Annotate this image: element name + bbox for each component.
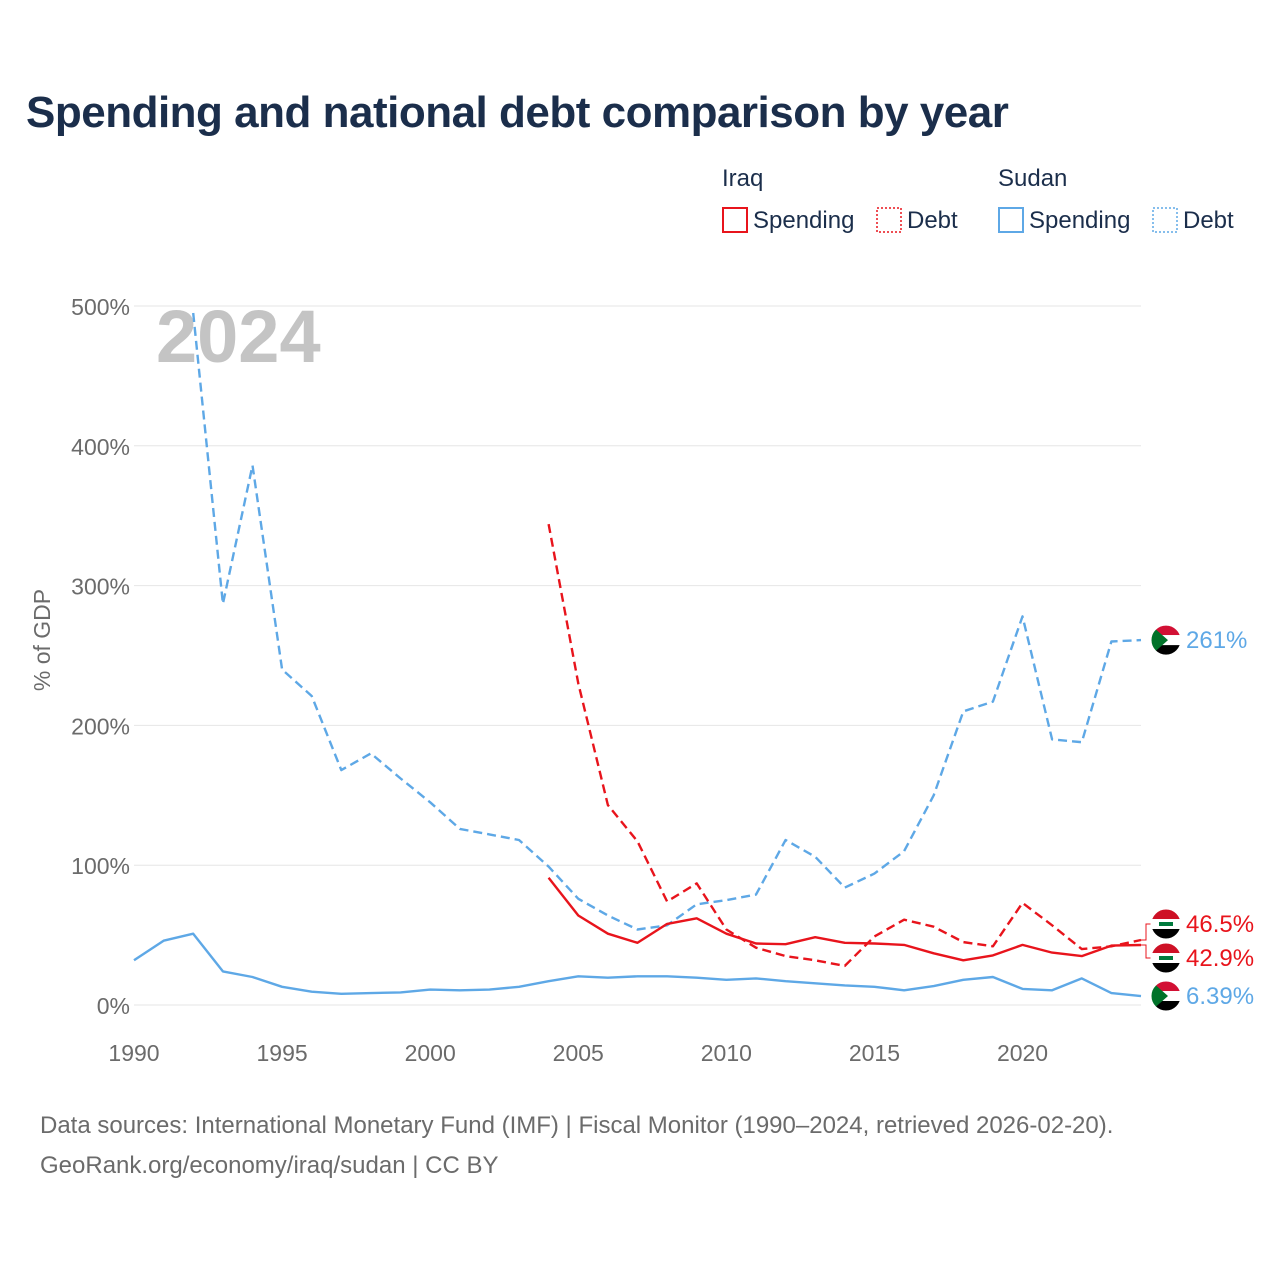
series-lines	[133, 312, 1142, 998]
legend-group-sudan: Sudan	[998, 165, 1067, 192]
chart-title: Spending and national debt comparison by…	[26, 88, 1009, 137]
x-tick-label: 2010	[701, 1040, 752, 1066]
legend-item-spending: Spending	[1029, 207, 1130, 234]
end-label-iraq: 42.9%	[1186, 945, 1254, 972]
sudan-flag-icon	[1150, 624, 1182, 656]
legend-item-debt: Debt	[907, 207, 958, 234]
end-label-sudan: 261%	[1186, 627, 1247, 654]
legend-swatch-spending	[998, 207, 1024, 233]
legend-item-spending: Spending	[753, 207, 854, 234]
y-axis: 0% 100% 200% 300% 400% 500%	[71, 294, 130, 1019]
x-axis: 1990 1995 2000 2005 2010 2015 2020	[108, 1040, 1048, 1066]
legend[interactable]: Iraq Spending Debt Sudan Spending Debt	[722, 165, 1234, 234]
y-tick-label: 300%	[71, 574, 130, 600]
sudan-flag-icon	[1150, 980, 1182, 1012]
y-tick-label: 200%	[71, 713, 130, 739]
y-axis-label: % of GDP	[29, 589, 55, 691]
footer: Data sources: International Monetary Fun…	[40, 1106, 1113, 1186]
x-tick-label: 1990	[108, 1040, 159, 1066]
y-tick-label: 400%	[71, 434, 130, 460]
x-tick-label: 2015	[849, 1040, 900, 1066]
sudan-debt-line	[192, 312, 1142, 931]
legend-group-iraq: Iraq	[722, 165, 763, 192]
iraq-debt-line	[547, 523, 1142, 968]
connector-line	[1141, 944, 1153, 959]
iraq-flag-icon	[1150, 942, 1182, 974]
y-tick-label: 0%	[97, 993, 130, 1019]
iraq-spending-line	[547, 877, 1142, 962]
end-label-iraq: 46.5%	[1186, 911, 1254, 938]
attribution-link[interactable]: GeoRank.org/economy/iraq/sudan | CC BY	[40, 1152, 499, 1179]
connector-line	[1141, 923, 1153, 941]
year-watermark: 2024	[156, 295, 321, 378]
y-tick-label: 500%	[71, 294, 130, 320]
gridlines	[134, 305, 1141, 1006]
iraq-flag-icon	[1150, 908, 1182, 940]
legend-swatch-debt	[876, 207, 902, 233]
end-label-sudan: 6.39%	[1186, 983, 1254, 1010]
sudan-spending-line	[133, 932, 1142, 998]
y-tick-label: 100%	[71, 853, 130, 879]
x-tick-label: 2005	[553, 1040, 604, 1066]
end-labels: 261% 46.5% 42.9% 6.39%	[1141, 624, 1254, 1012]
x-tick-label: 2020	[997, 1040, 1048, 1066]
x-tick-label: 1995	[257, 1040, 308, 1066]
legend-swatch-spending	[722, 207, 748, 233]
x-tick-label: 2000	[405, 1040, 456, 1066]
source-note: Data sources: International Monetary Fun…	[40, 1112, 1114, 1139]
legend-swatch-debt	[1152, 207, 1178, 233]
legend-item-debt: Debt	[1183, 207, 1234, 234]
